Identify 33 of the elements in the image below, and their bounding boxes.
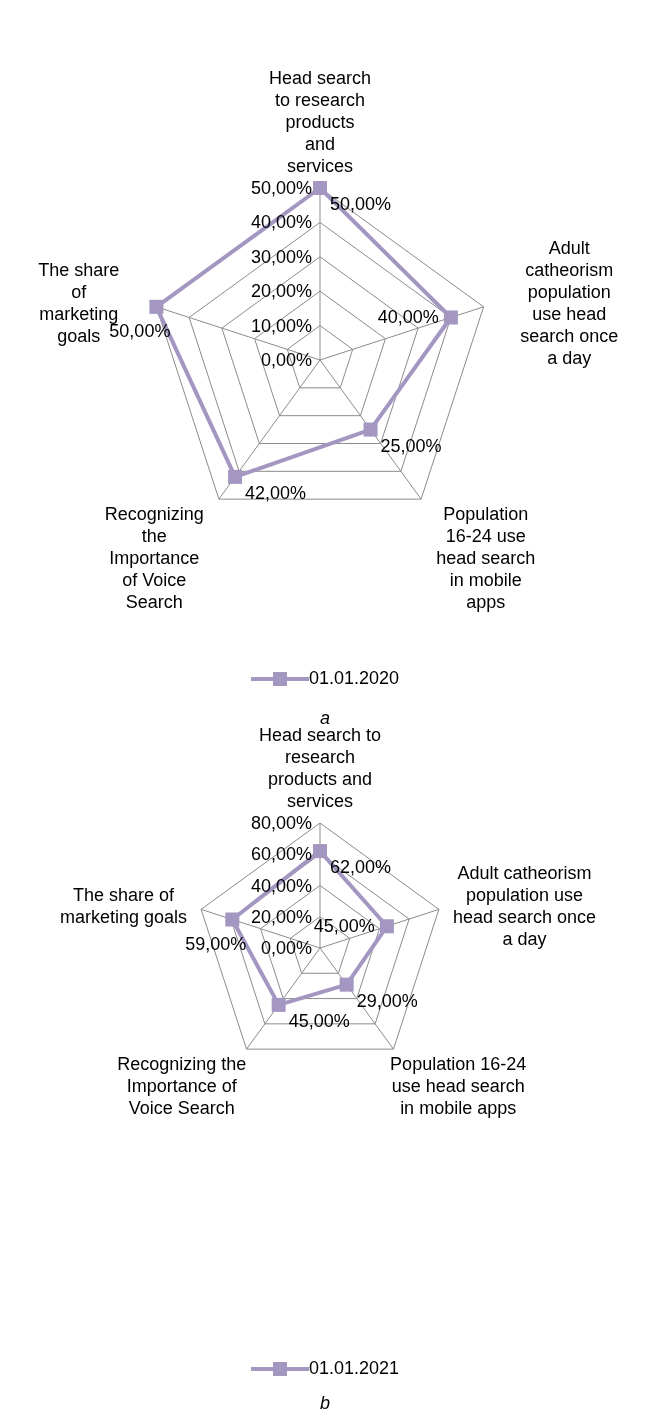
data-label: 45,00% (313, 916, 375, 937)
y-tick-label: 60,00% (250, 844, 312, 865)
data-label: 40,00% (377, 307, 439, 328)
spoke-label: Population 16-24 use head search in mobile apps (436, 503, 536, 612)
data-label: 42,00% (245, 482, 307, 503)
y-tick-label: 10,00% (250, 315, 312, 336)
y-tick-label: 80,00% (250, 813, 312, 833)
y-tick-label: 20,00% (250, 281, 312, 302)
data-label: 45,00% (288, 1010, 350, 1031)
data-label: 25,00% (380, 435, 442, 456)
y-tick-label: 50,00% (250, 178, 312, 198)
legend-label: 01.01.2021 (308, 1358, 400, 1379)
text: a (319, 708, 331, 728)
data-label: 62,00% (330, 857, 392, 878)
spoke-label: The share of marketing goals (59, 884, 188, 927)
spoke-label: Adult catheorism population use head search once a day (520, 238, 619, 369)
y-tick-label: 40,00% (250, 875, 312, 896)
y-tick-label: 20,00% (250, 906, 312, 927)
spoke-label: Head search to research products and services (258, 725, 382, 811)
y-tick-label: 30,00% (250, 246, 312, 267)
y-tick-label: 0,00% (260, 350, 312, 370)
data-label: 59,00% (185, 933, 247, 954)
spoke-label: Recognizing the Importance of Voice Search (117, 1053, 247, 1118)
data-label: 50,00% (330, 194, 392, 214)
y-tick-label: 0,00% (260, 938, 312, 958)
y-tick-label: 40,00% (250, 212, 312, 233)
legend-label: 01.01.2020 (308, 668, 400, 689)
spoke-label: Head search to research products and services (268, 68, 372, 176)
spoke-label: Population 16-24 use head search in mobile apps (390, 1053, 527, 1118)
spoke-label: Adult catheorism population use head search once a day (452, 862, 597, 949)
spoke-label: Recognizing the Importance of Voice Search (104, 503, 204, 612)
text: b (319, 1393, 331, 1414)
data-label: 29,00% (356, 990, 418, 1011)
